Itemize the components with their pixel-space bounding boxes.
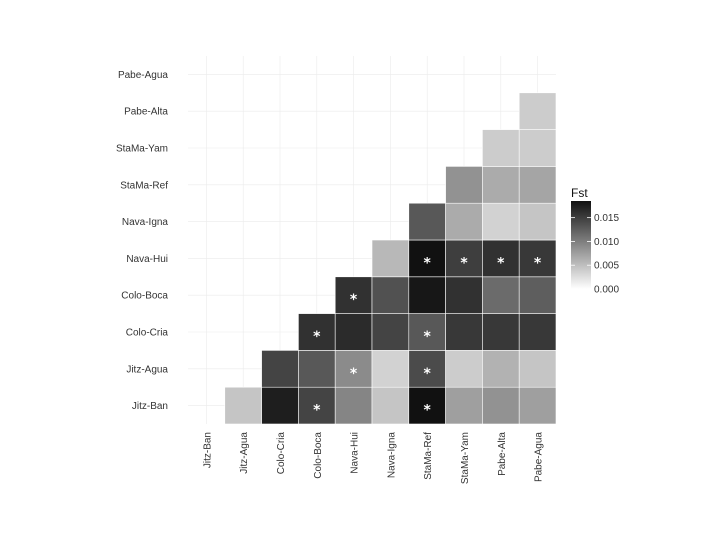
heatmap-cell	[482, 313, 520, 351]
heatmap-cell	[408, 386, 446, 425]
legend-colorbar	[571, 201, 591, 289]
y-tick-label: StaMa-Yam	[116, 144, 168, 155]
significance-star: *	[313, 329, 321, 345]
heatmap-cell	[482, 202, 520, 241]
heatmap-cell	[261, 386, 299, 425]
heatmap-cell	[518, 386, 557, 425]
significance-star: *	[424, 255, 432, 271]
significance-star: *	[424, 403, 432, 419]
x-tick-label: Nava-Igna	[386, 432, 397, 479]
heatmap-cell	[518, 166, 557, 204]
heatmap-cell	[371, 239, 410, 278]
heatmap-cell	[518, 350, 557, 388]
significance-star: *	[497, 255, 505, 271]
x-tick-label: Pabe-Agua	[534, 432, 545, 482]
significance-star: *	[460, 255, 468, 271]
x-tick-label: Colo-Boca	[313, 432, 324, 479]
heatmap-cell	[445, 313, 483, 351]
heatmap-cell	[408, 276, 446, 314]
y-tick-label: Jitz-Ban	[132, 401, 168, 412]
heatmap-cell	[298, 350, 336, 388]
heatmap-cell	[482, 386, 520, 425]
heatmap-cell	[371, 350, 410, 388]
legend-tick-label: 0.000	[594, 285, 619, 296]
heatmap-cell	[518, 276, 557, 314]
heatmap-cell	[482, 129, 520, 167]
y-tick-label: Colo-Cria	[126, 328, 169, 339]
heatmap-cell	[518, 313, 557, 351]
legend-title: Fst	[571, 186, 588, 200]
heatmap-cell	[482, 166, 520, 204]
heatmap-cell	[371, 313, 410, 351]
heatmap-cell	[482, 276, 520, 314]
heatmap-cell	[408, 350, 446, 388]
y-tick-label: Colo-Boca	[121, 291, 168, 302]
y-tick-label: Jitz-Agua	[126, 364, 168, 375]
heatmap-cell	[298, 386, 336, 425]
heatmap-cell	[371, 386, 410, 425]
heatmap-cell	[408, 239, 446, 278]
heatmap-cell	[371, 276, 410, 314]
heatmap-cell	[298, 313, 336, 351]
significance-star: *	[424, 329, 432, 345]
x-tick-label: Pabe-Alta	[497, 432, 508, 476]
heatmap-cell	[518, 92, 557, 130]
heatmap-cell	[482, 350, 520, 388]
heatmap-cell	[334, 276, 373, 314]
x-tick-label: Jitz-Agua	[239, 432, 250, 474]
legend-tick-label: 0.005	[594, 261, 619, 272]
heatmap-cell	[334, 386, 373, 425]
legend-tick-label: 0.015	[594, 213, 619, 224]
heatmap-cell	[445, 350, 483, 388]
significance-star: *	[313, 403, 321, 419]
x-tick-label: Jitz-Ban	[202, 432, 213, 468]
y-tick-label: Pabe-Agua	[118, 70, 168, 81]
x-tick-label: Nava-Hui	[350, 432, 361, 474]
x-axis-tick-labels: Jitz-Ban Jitz-Agua Colo-Cria Colo-Boca Nava-…	[202, 432, 544, 484]
heatmap-cell	[518, 202, 557, 241]
heatmap-cell	[261, 350, 299, 388]
legend-tick-label: 0.010	[594, 237, 619, 248]
heatmap-cell	[445, 276, 483, 314]
heatmap-cell	[224, 386, 262, 425]
heatmap-cell	[518, 129, 557, 167]
y-tick-label: Pabe-Alta	[124, 107, 168, 118]
heatmap-cell	[445, 386, 483, 425]
y-tick-label: Nava-Igna	[122, 217, 169, 228]
significance-markers: * * * * * * * * * * *	[313, 255, 542, 418]
heatmap-cell	[445, 166, 483, 204]
significance-star: *	[424, 366, 432, 382]
y-tick-label: Nava-Hui	[126, 254, 168, 265]
x-tick-label: StaMa-Yam	[460, 432, 471, 484]
x-tick-label: StaMa-Ref	[423, 432, 434, 480]
y-tick-label: StaMa-Ref	[120, 180, 168, 191]
significance-star: *	[534, 255, 542, 271]
heatmap-cells	[224, 92, 557, 425]
heatmap-cell	[482, 239, 520, 278]
color-legend: Fst 0.000 0.005 0.010 0.015	[571, 186, 619, 296]
significance-star: *	[350, 292, 358, 308]
significance-star: *	[350, 366, 358, 382]
y-axis-tick-labels: Jitz-Ban Jitz-Agua Colo-Cria Colo-Boca Nava-…	[116, 70, 168, 412]
heatmap-cell	[445, 202, 483, 241]
heatmap-cell	[408, 202, 446, 241]
x-tick-label: Colo-Cria	[276, 432, 287, 475]
heatmap-cell	[334, 313, 373, 351]
